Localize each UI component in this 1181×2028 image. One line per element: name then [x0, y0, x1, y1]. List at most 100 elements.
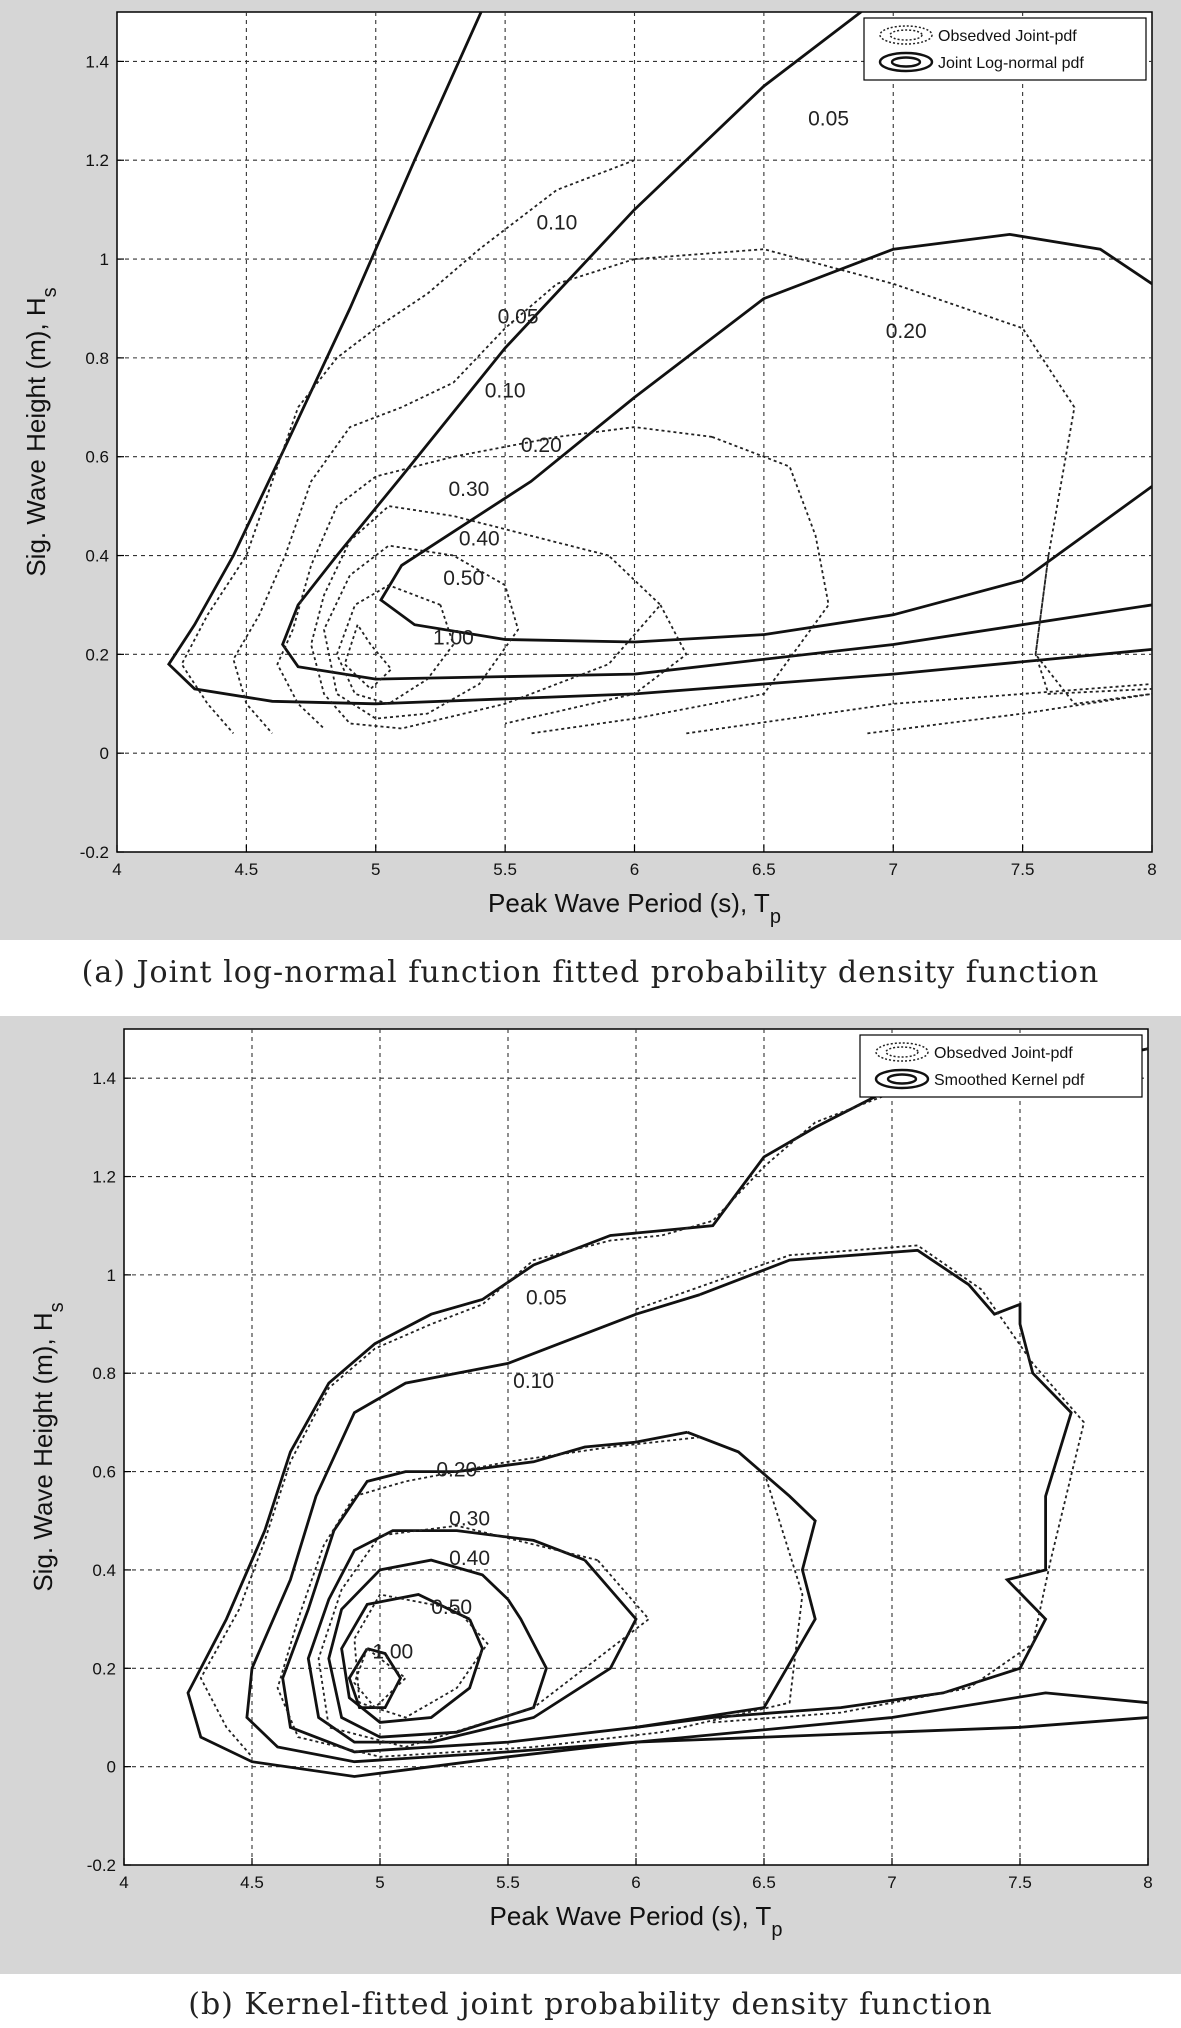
chart-b-legend-observed-icon [875, 1042, 929, 1062]
chart-b-observed-level-label: 1.00 [372, 1640, 413, 1663]
chart-b-observed-level-label: 0.40 [449, 1547, 490, 1570]
chart-a-legend-fitted-label: Joint Log-normal pdf [938, 55, 1084, 72]
chart-b-fitted-contour-100 [347, 1647, 403, 1709]
chart-a-observed-level-label: 0.05 [498, 305, 539, 328]
chart-a-observed-contour-020 [530, 436, 830, 735]
chart-a-observed-contour-030 [504, 604, 688, 725]
chart-a-x-tick-label: 6 [630, 860, 639, 879]
chart-a-y-tick-label: 0.2 [85, 645, 109, 664]
chart-a-fitted-level-label: 0.20 [886, 320, 927, 343]
chart-a-x-tick-label: 7.5 [1011, 860, 1035, 879]
chart-b-y-axis-label: Sig. Wave Height (m), Hs [28, 1302, 68, 1591]
chart-b-y-tick-label: 1 [107, 1266, 116, 1285]
chart-b-observed-contour-010 [635, 1244, 1085, 1724]
chart-b-svg: 4 4.5 5 5.5 6 6.5 7 7.5 8 -0.2 0 0.2 0.4 0.6 0.8 1 1.2 1.… [28, 1028, 1153, 1941]
chart-b-observed-contour-005 [199, 1047, 1148, 1758]
chart-a-observed-contour-010 [232, 258, 635, 734]
chart-b-observed-level-label: 0.50 [431, 1596, 472, 1619]
chart-a-observed-contour-010 [867, 693, 1152, 735]
chart-b-observed-level-label: 0.10 [513, 1370, 554, 1393]
chart-b-y-tick-label: 0.8 [92, 1364, 116, 1383]
chart-b-x-tick-label: 6.5 [752, 1873, 776, 1892]
chart-a-observed-level-label: 0.20 [521, 434, 562, 457]
chart-a-observed-level-label: 1.00 [433, 626, 474, 649]
chart-b-fitted-contour-050 [340, 1593, 484, 1724]
chart-panel-b: 4 4.5 5 5.5 6 6.5 7 7.5 8 -0.2 0 0.2 0.4 0.6 0.8 1 1.2 1.… [0, 1016, 1181, 1974]
chart-b-y-tick-label: 0.6 [92, 1463, 116, 1482]
chart-b-fitted-contour-010 [635, 1248, 1073, 1729]
chart-b-observed-level-label: 0.05 [526, 1286, 567, 1309]
chart-a-y-tick-label: 0.8 [85, 349, 109, 368]
chart-b-observed-contour-030 [317, 1524, 651, 1748]
chart-b-observed-contour-050 [353, 1593, 489, 1719]
chart-a-observed-contour-100 [343, 624, 393, 691]
chart-a-legend-fitted-icon-inner [890, 56, 922, 68]
chart-b-observed-contour-020 [276, 1436, 804, 1758]
chart-a-observed-contour-030 [310, 505, 662, 730]
chart-b-legend-fitted-icon-inner [886, 1073, 918, 1085]
chart-b-legend-observed-label: Obsedved Joint-pdf [934, 1045, 1073, 1062]
chart-a-x-tick-label: 4 [112, 860, 121, 879]
chart-a-observed-level-label: 0.30 [448, 478, 489, 501]
chart-b-contours [186, 1047, 1148, 1778]
chart-b-fitted-contour-010 [245, 1293, 1148, 1764]
chart-a-fitted-contour-010 [281, 12, 1152, 681]
chart-b-y-tick-label: -0.2 [87, 1856, 116, 1875]
chart-a-observed-contour-050 [335, 584, 455, 705]
chart-b-fitted-contour-040 [327, 1558, 548, 1739]
chart-b-x-tick-label: 4 [119, 1873, 128, 1892]
chart-a-observed-contour-040 [323, 544, 520, 720]
chart-b-legend-fitted-icon [874, 1068, 930, 1090]
chart-a-x-tick-label: 5.5 [493, 860, 517, 879]
chart-a-x-tick-label: 4.5 [235, 860, 259, 879]
chart-b-fitted-contour-005 [186, 1047, 1148, 1778]
chart-a-y-axis-label: Sig. Wave Height (m), Hs [21, 287, 61, 576]
chart-a-legend-observed-label: Obsedved Joint-pdf [938, 28, 1077, 45]
chart-a-observed-level-label: 0.50 [443, 567, 484, 590]
chart-a-svg: 4 4.5 5 5.5 6 6.5 7 7.5 8 -0.2 0 0.2 0.4 0.6 0.8 1 1.2 1.… [21, 11, 1157, 928]
chart-b-observed-level-label: 0.20 [436, 1459, 477, 1482]
chart-b-x-tick-label: 7.5 [1008, 1873, 1032, 1892]
chart-b-legend-observed-icon-inner [885, 1046, 919, 1058]
chart-a-y-tick-label: 1 [100, 250, 109, 269]
chart-b-x-tick-label: 8 [1143, 1873, 1152, 1892]
chart-a-y-tick-label: 1.2 [85, 151, 109, 170]
caption-a: (a) Joint log-normal function fitted pro… [81, 955, 1100, 990]
chart-b-x-tick-label: 4.5 [240, 1873, 264, 1892]
chart-a-y-tick-label: 0 [100, 744, 109, 763]
chart-a-fitted-level-label: 0.10 [536, 211, 577, 234]
chart-a-observed-contour-005 [180, 159, 635, 734]
chart-a-y-tick-label: 0.4 [85, 547, 109, 566]
chart-b-y-tick-label: 0.4 [92, 1561, 116, 1580]
chart-b-observed-level-label: 0.30 [449, 1508, 490, 1531]
chart-b-fitted-contour-020 [281, 1430, 817, 1754]
chart-a-y-tick-label: 1.4 [85, 52, 109, 71]
chart-a-observed-contour-005 [1034, 555, 1152, 705]
chart-b-legend-fitted-label: Smoothed Kernel pdf [934, 1072, 1085, 1089]
chart-b-x-tick-label: 5.5 [496, 1873, 520, 1892]
chart-a-contours [166, 12, 1152, 735]
chart-a-x-tick-label: 6.5 [752, 860, 776, 879]
chart-a-observed-contour-020 [276, 426, 713, 730]
chart-panel-a: 4 4.5 5 5.5 6 6.5 7 7.5 8 -0.2 0 0.2 0.4 0.6 0.8 1 1.2 1.… [0, 0, 1181, 940]
chart-b-x-axis-label: Peak Wave Period (s), Tp [490, 1901, 783, 1941]
chart-b-observed-contour-100 [353, 1647, 407, 1709]
chart-a-fitted-contour-020 [379, 232, 1152, 644]
chart-b-fitted-contour-030 [306, 1529, 638, 1744]
chart-a-observed-level-label: 0.10 [485, 379, 526, 402]
chart-b-x-tick-label: 6 [631, 1873, 640, 1892]
chart-b-y-tick-label: 1.4 [92, 1069, 116, 1088]
caption-b: (b) Kernel-fitted joint probability dens… [188, 1987, 993, 2022]
chart-a-x-tick-label: 8 [1147, 860, 1156, 879]
chart-b-x-tick-label: 5 [375, 1873, 384, 1892]
chart-a-observed-level-label: 0.40 [459, 528, 500, 551]
chart-b-y-tick-label: 0.2 [92, 1659, 116, 1678]
chart-a-legend-fitted-icon [878, 51, 934, 73]
chart-a-legend-observed-icon-inner [889, 29, 923, 41]
chart-a-legend-observed-icon [879, 25, 933, 45]
chart-a-y-tick-label: -0.2 [80, 843, 109, 862]
chart-b-y-tick-label: 0 [107, 1758, 116, 1777]
chart-b-y-tick-label: 1.2 [92, 1168, 116, 1187]
chart-a-observed-contour-010 [634, 248, 1152, 695]
chart-a-x-tick-label: 7 [889, 860, 898, 879]
